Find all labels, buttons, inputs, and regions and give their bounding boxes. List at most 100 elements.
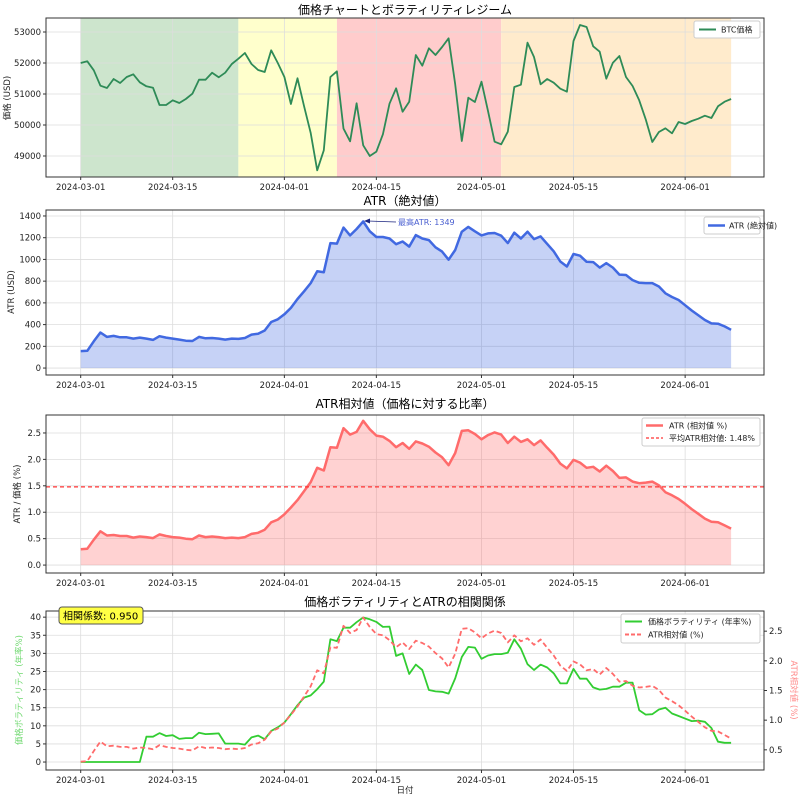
x-tick-label: 2024-05-15: [549, 776, 598, 786]
x-tick-label: 2024-06-01: [660, 579, 709, 589]
series-line-0: [80, 616, 732, 763]
y-tick-label: 10: [30, 722, 41, 732]
y-tick-label: 5: [36, 740, 41, 750]
legend-label-mean: 平均ATR相対値: 1.48%: [669, 433, 755, 443]
x-tick-label: 2024-04-01: [260, 183, 309, 193]
area-fill-0: [80, 420, 732, 566]
correlation-value: 相関係数: 0.950: [63, 610, 138, 623]
x-tick-label: 2024-04-01: [260, 381, 309, 391]
series-line-1: [80, 616, 732, 763]
annotation-arrow: [367, 220, 397, 223]
chart-title-atr: ATR（絶対値）: [364, 193, 447, 208]
y-axis-label-atr: ATR (USD): [7, 270, 17, 314]
regime-band-3: [501, 18, 732, 177]
chart-title-price: 価格チャートとボラティリティレジーム: [298, 2, 512, 17]
series-line-0: [80, 220, 732, 353]
y-tick-label: 600: [25, 299, 41, 309]
chart-title-correlation: 価格ボラティリティとATRの相関関係: [304, 594, 506, 609]
correlation-badge: 相関係数: 0.950: [58, 606, 144, 625]
legend-label-atr-relative: ATR (相対値 %): [669, 421, 727, 431]
x-tick-label: 2024-03-01: [56, 579, 105, 589]
y-tick-label: 53000: [14, 28, 41, 38]
regime-band-1: [238, 18, 337, 177]
x-tick-label: 2024-03-15: [148, 381, 197, 391]
chart-title-atr-relative: ATR相対値（価格に対する比率）: [316, 396, 495, 411]
x-tick-label: 2024-06-01: [660, 381, 709, 391]
y-tick-label: 2.0: [27, 455, 41, 465]
y-tick-label: 15: [30, 704, 41, 714]
right-y-tick-label: 2.5: [769, 627, 783, 637]
y-tick-label: 25: [30, 667, 41, 677]
legend-correlation: 価格ボラティリティ (年率%) ATR相対値 (%): [620, 613, 761, 644]
area-fill-0: [80, 221, 732, 369]
x-tick-label: 2024-03-01: [56, 381, 105, 391]
x-tick-label: 2024-04-15: [352, 776, 401, 786]
y-tick-label: 0: [36, 758, 41, 768]
plot-frame: [45, 610, 765, 771]
y-tick-label: 0.0: [27, 561, 41, 571]
annotation-text: 最高ATR: 1349: [398, 217, 455, 227]
x-tick-label: 2024-03-15: [148, 579, 197, 589]
legend-atr-relative: ATR (相対値 %) 平均ATR相対値: 1.48%: [641, 417, 761, 447]
y-tick-label: 49000: [14, 152, 41, 162]
y-axis-label-price: 価格 (USD): [2, 76, 13, 121]
legend-label-btc: BTC価格: [721, 25, 753, 35]
x-tick-label: 2024-05-01: [457, 381, 506, 391]
y-tick-label: 40: [30, 613, 41, 623]
x-tick-label: 2024-03-15: [148, 183, 197, 193]
legend-label-atr-relative-2: ATR相対値 (%): [648, 630, 704, 640]
annotation-arrowhead: [364, 218, 370, 224]
y-axis-label-atr-relative: ATR / 価格 (%): [12, 465, 23, 524]
x-tick-label: 2024-05-15: [549, 579, 598, 589]
x-tick-label: 2024-04-01: [260, 579, 309, 589]
x-tick-label: 2024-04-15: [352, 183, 401, 193]
y-tick-label: 50000: [14, 121, 41, 131]
plot-frame: [45, 414, 765, 574]
x-tick-label: 2024-04-01: [260, 776, 309, 786]
x-tick-label: 2024-06-01: [660, 183, 709, 193]
right-y-tick-label: 1.0: [769, 716, 783, 726]
y-tick-label: 200: [25, 342, 41, 352]
regime-band-2: [336, 18, 502, 177]
x-tick-label: 2024-05-15: [549, 381, 598, 391]
legend-atr: ATR (絶対値): [703, 216, 777, 235]
right-y-tick-label: 0.5: [769, 746, 783, 756]
series-line-0: [80, 419, 732, 551]
legend-price: BTC価格: [693, 20, 761, 39]
x-tick-label: 2024-03-01: [56, 183, 105, 193]
x-tick-label: 2024-04-15: [352, 579, 401, 589]
legend-label-atr: ATR (絶対値): [729, 221, 777, 231]
y-tick-label: 1200: [19, 234, 41, 244]
regime-band-0: [80, 18, 239, 177]
right-y-tick-label: 1.5: [769, 687, 783, 697]
y-tick-label: 1.5: [27, 482, 41, 492]
x-tick-label: 2024-03-15: [148, 776, 197, 786]
x-tick-label: 2024-05-01: [457, 579, 506, 589]
x-tick-label: 2024-05-01: [457, 776, 506, 786]
y-tick-label: 1400: [19, 212, 41, 222]
x-tick-label: 2024-04-15: [352, 381, 401, 391]
y-axis-label-volatility: 価格ボラティリティ (年率%): [14, 635, 25, 745]
y-tick-label: 35: [30, 631, 41, 641]
series-line-0: [80, 24, 732, 172]
x-tick-label: 2024-05-15: [549, 183, 598, 193]
y-tick-label: 0: [36, 364, 41, 374]
y-tick-label: 0.5: [27, 535, 41, 545]
y-tick-label: 2.5: [27, 429, 41, 439]
y-tick-label: 400: [25, 321, 41, 331]
y-tick-label: 30: [30, 649, 41, 659]
plot-frame: [45, 209, 765, 376]
y-tick-label: 51000: [14, 90, 41, 100]
y-tick-label: 1.0: [27, 508, 41, 518]
legend-label-volatility: 価格ボラティリティ (年率%): [648, 617, 751, 627]
x-tick-label: 2024-05-01: [457, 183, 506, 193]
y-axis-label-right-atr-relative: ATR相対値 (%): [788, 660, 799, 719]
max-atr-annotation: 最高ATR: 1349: [364, 217, 455, 227]
y-tick-label: 1000: [19, 255, 41, 265]
y-tick-label: 800: [25, 277, 41, 287]
right-y-tick-label: 2.0: [769, 657, 783, 667]
x-tick-label: 2024-03-01: [56, 776, 105, 786]
x-axis-label: 日付: [396, 785, 414, 796]
plot-frame: [45, 17, 765, 178]
